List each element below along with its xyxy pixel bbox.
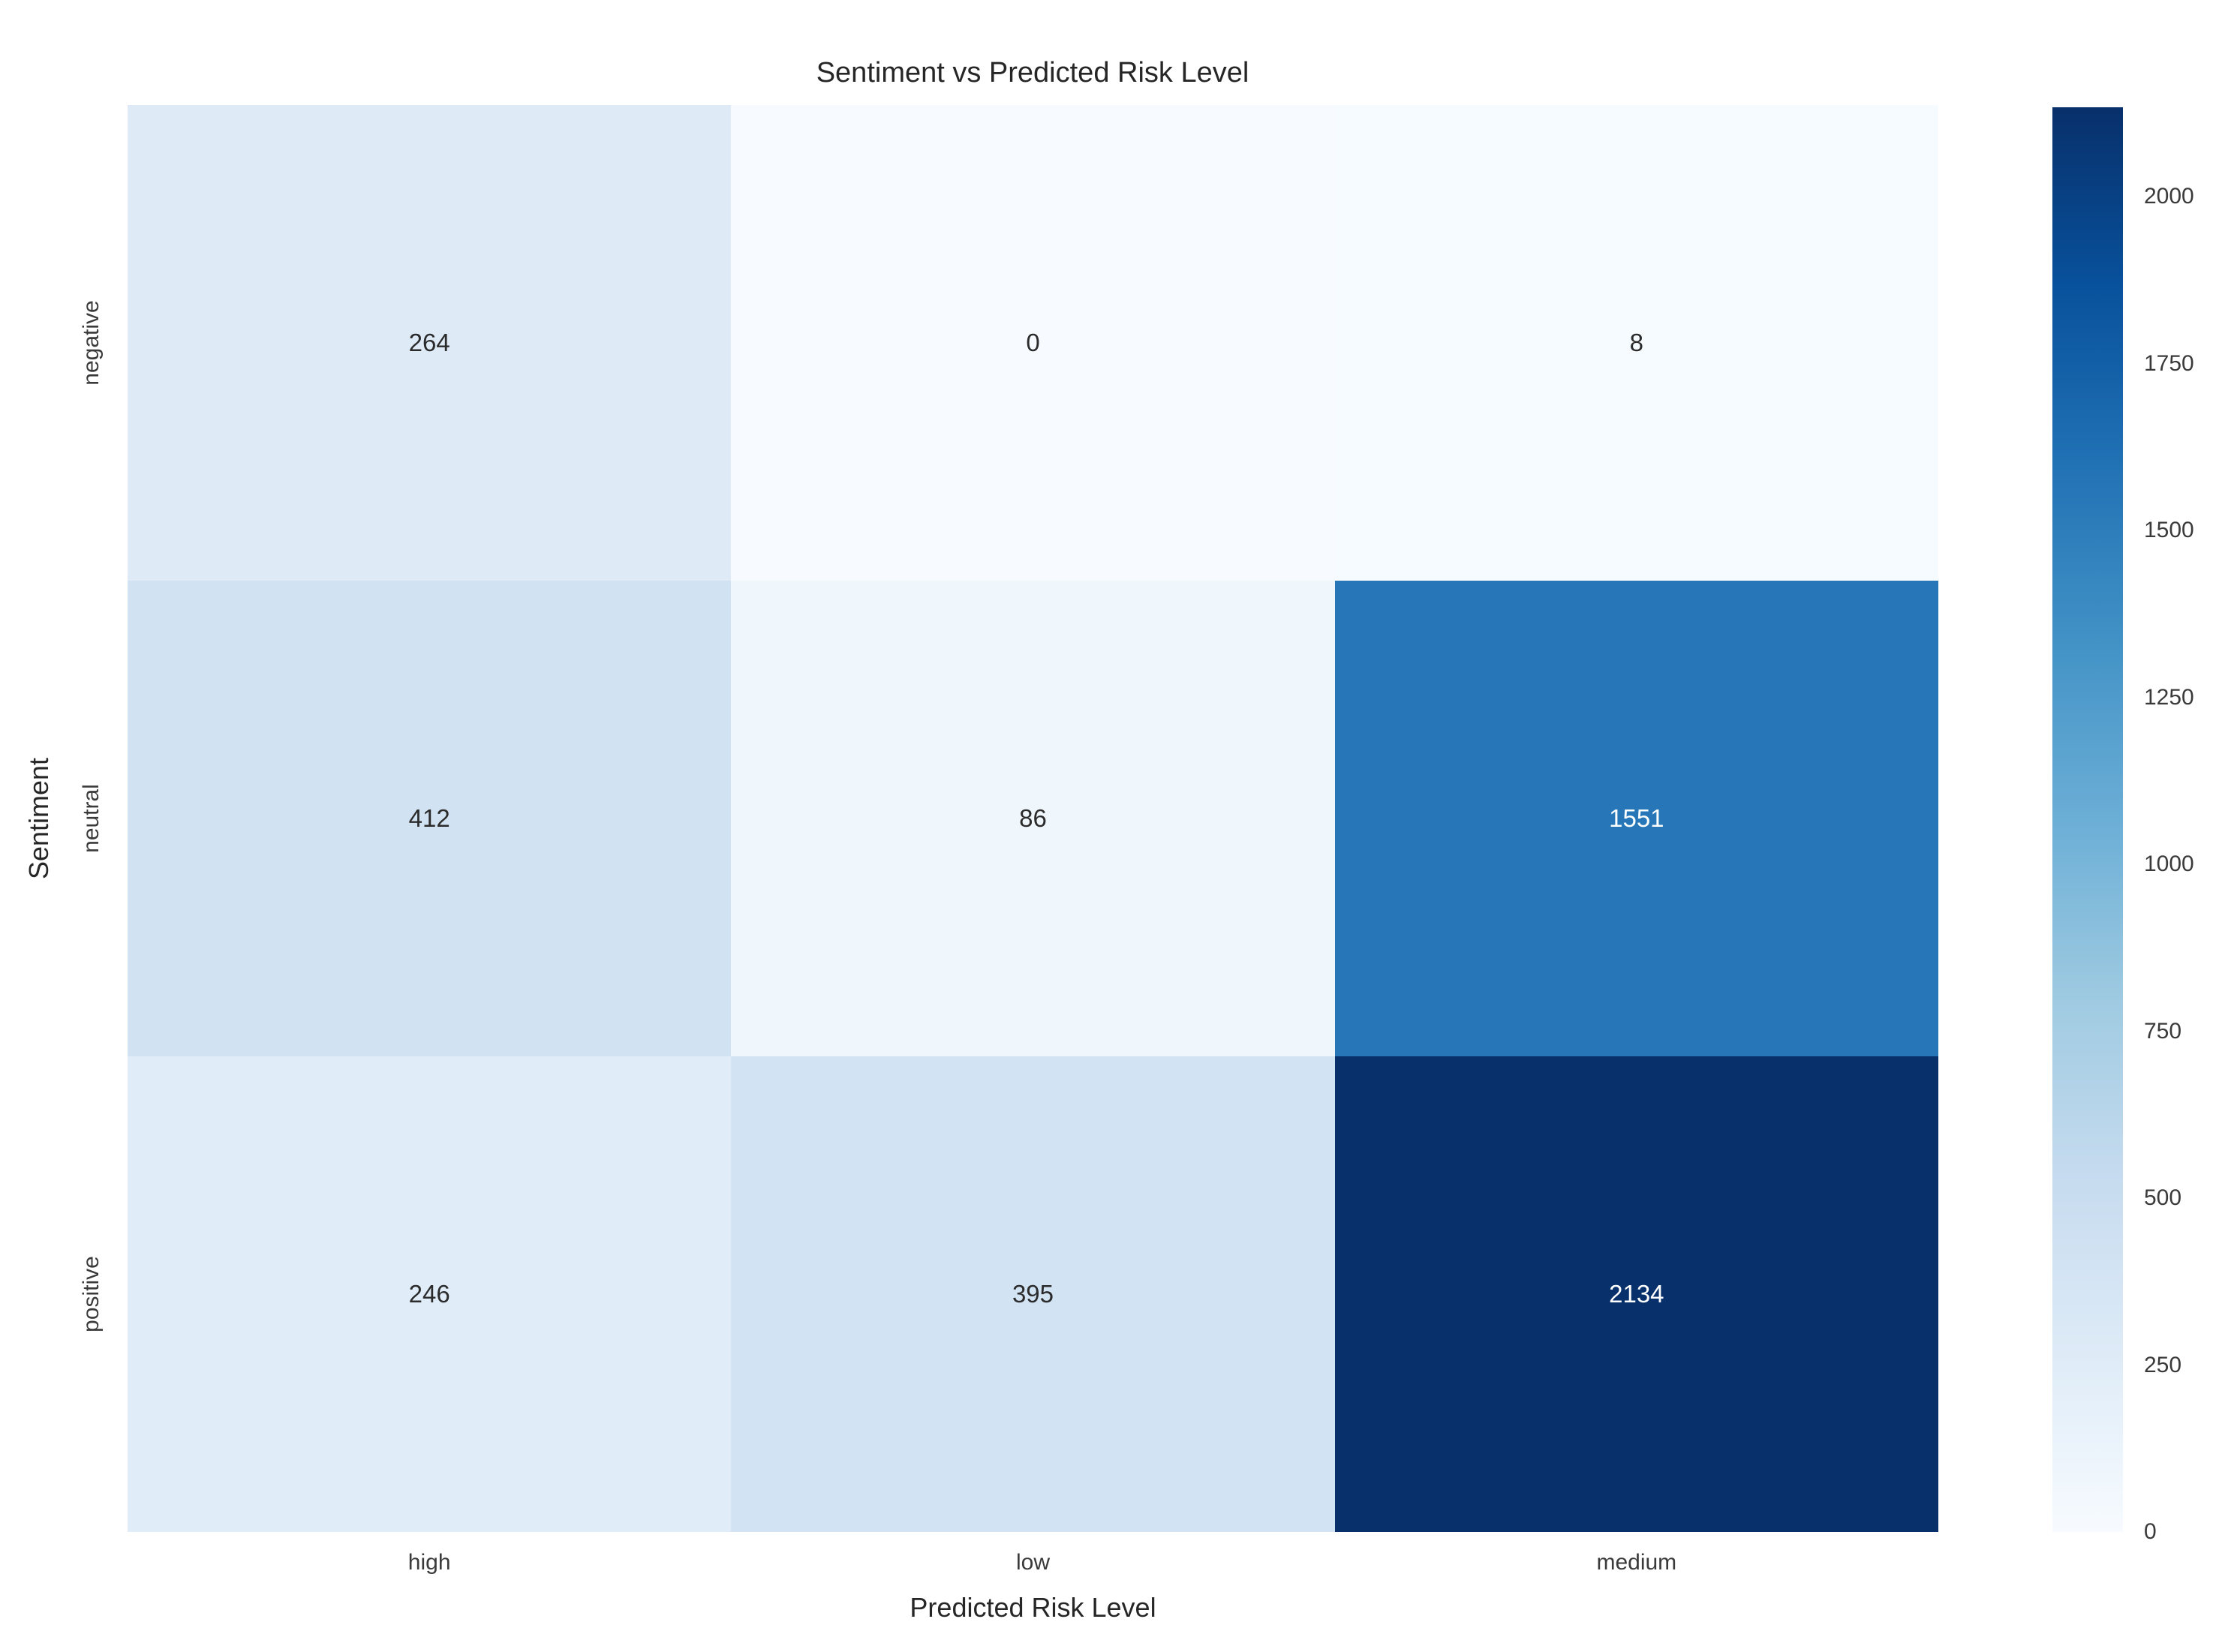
colorbar-tick-label-1000: 1000 [2144,852,2194,877]
colorbar-tick-label-750: 750 [2144,1018,2182,1044]
x-axis-label: Predicted Risk Level [910,1592,1156,1623]
cell-value-label: 1551 [1609,804,1664,832]
colorbar-tick-label-1250: 1250 [2144,684,2194,710]
cell-value-label: 2134 [1609,1280,1664,1308]
cell-value-label: 8 [1629,329,1643,356]
heatmap-cell-positive-high: 246 [128,1056,732,1532]
cell-value-label: 86 [1019,804,1047,832]
colorbar-gradient [2052,107,2123,1532]
colorbar-tick-label-500: 500 [2144,1185,2182,1211]
heatmap-cell-neutral-low: 86 [731,581,1335,1056]
cell-value-label: 246 [408,1280,450,1308]
y-axis-label: Sentiment [23,757,54,880]
heatmap-grid: 264 0 8 412 86 1551 246 395 2134 [128,105,1938,1532]
colorbar-tick-label-1500: 1500 [2144,518,2194,543]
y-tick-label-neutral: neutral [79,784,104,853]
chart-title: Sentiment vs Predicted Risk Level [816,57,1249,89]
heatmap-cell-positive-medium: 2134 [1334,1056,1938,1532]
cell-value-label: 0 [1026,329,1040,356]
heatmap-cell-positive-low: 395 [731,1056,1335,1532]
heatmap-cell-neutral-medium: 1551 [1334,581,1938,1056]
y-tick-label-negative: negative [79,300,104,386]
colorbar-tick-label-250: 250 [2144,1352,2182,1377]
heatmap-cell-negative-high: 264 [128,105,732,581]
cell-value-label: 412 [408,804,450,832]
heatmap-cell-negative-medium: 8 [1334,105,1938,581]
x-tick-label-low: low [1015,1550,1051,1575]
heatmap-cell-negative-low: 0 [731,105,1335,581]
cell-value-label: 264 [408,329,450,356]
colorbar [2052,107,2123,1532]
x-tick-label-medium: medium [1596,1550,1677,1575]
colorbar-tick-label-1750: 1750 [2144,350,2194,376]
x-tick-label-high: high [407,1550,451,1575]
cell-value-label: 395 [1012,1280,1054,1308]
y-tick-label-positive: positive [79,1256,104,1332]
colorbar-tick-label-2000: 2000 [2144,184,2194,209]
heatmap-cell-neutral-high: 412 [128,581,732,1056]
colorbar-tick-label-0: 0 [2144,1519,2157,1544]
